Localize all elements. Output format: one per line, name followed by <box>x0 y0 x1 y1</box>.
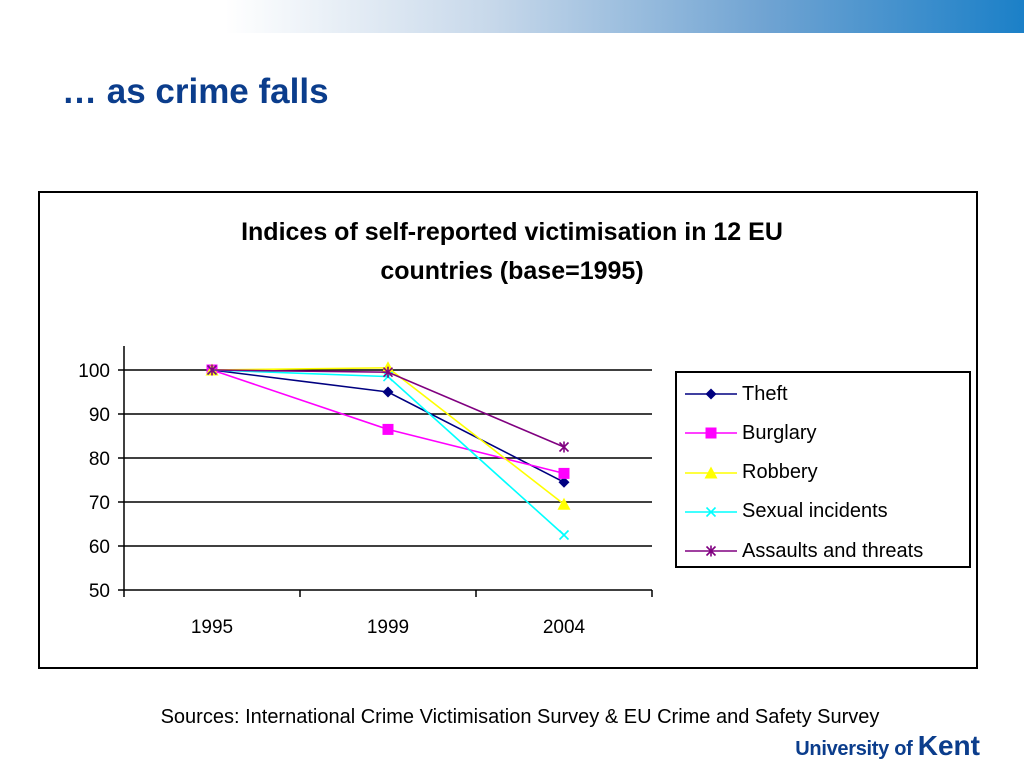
chart-frame: Indices of self-reported victimisation i… <box>38 191 978 669</box>
legend-marker <box>705 388 717 400</box>
legend-marker <box>705 427 717 439</box>
data-point-assaults-and-threats <box>382 366 394 378</box>
legend-swatch <box>685 466 737 479</box>
marker-stroke <box>705 506 717 517</box>
legend-item-sexual-incidents: Sexual incidents <box>685 497 888 527</box>
y-tick-label: 100 <box>78 361 110 382</box>
chart-title-line-2: countries (base=1995) <box>380 257 644 285</box>
legend-swatch <box>685 427 737 439</box>
legend-label: Assaults and threats <box>742 539 924 562</box>
slide-title: … as crime falls <box>62 72 329 111</box>
legend-item-theft: Theft <box>685 379 788 409</box>
y-tick-label: 70 <box>89 493 110 514</box>
legend-swatch <box>685 506 737 517</box>
legend-swatch <box>685 545 737 557</box>
sources-note: Sources: International Crime Victimisati… <box>160 706 880 728</box>
legend-item-robbery: Robbery <box>685 458 818 488</box>
legend-swatch <box>685 388 737 400</box>
data-point-assaults-and-threats <box>558 441 570 453</box>
legend-label: Theft <box>742 382 788 405</box>
y-tick-label: 80 <box>89 449 110 470</box>
university-logo: University of Kent <box>795 730 980 761</box>
chart-title: Indices of self-reported victimisation i… <box>40 213 984 291</box>
x-tick-label: 1999 <box>367 617 409 638</box>
data-point-burglary <box>382 423 394 435</box>
marker-stroke <box>558 529 570 541</box>
data-point-theft <box>382 386 394 398</box>
data-point-theft <box>558 476 570 488</box>
legend-item-burglary: Burglary <box>685 418 816 448</box>
data-point-robbery <box>557 497 571 510</box>
data-point-burglary <box>558 467 570 479</box>
legend-marker <box>705 545 717 557</box>
y-tick-label: 60 <box>89 537 110 558</box>
legend-label: Sexual incidents <box>742 500 888 523</box>
y-tick-label: 50 <box>89 581 110 602</box>
legend-label: Robbery <box>742 461 818 484</box>
data-point-sexual-incidents <box>558 529 570 541</box>
x-tick-label: 1995 <box>191 617 233 638</box>
x-tick-label: 2004 <box>543 617 586 638</box>
chart-title-line-1: Indices of self-reported victimisation i… <box>241 218 783 246</box>
header-gradient-band <box>0 0 1024 33</box>
y-tick-label: 90 <box>89 405 110 426</box>
legend-label: Burglary <box>742 421 817 444</box>
legend-item-assaults-and-threats: Assaults and threats <box>685 536 923 566</box>
line-chart: 50 60 70 80 90 100 1995 1999 2004 <box>78 346 653 638</box>
data-point-assaults-and-threats <box>206 364 218 376</box>
legend-marker <box>704 466 718 479</box>
chart-legend: Theft Burglary Robbery Sexual incidents Assa… <box>675 371 971 568</box>
legend-marker <box>705 506 717 517</box>
series-line-assaults-and-threats <box>211 369 565 448</box>
